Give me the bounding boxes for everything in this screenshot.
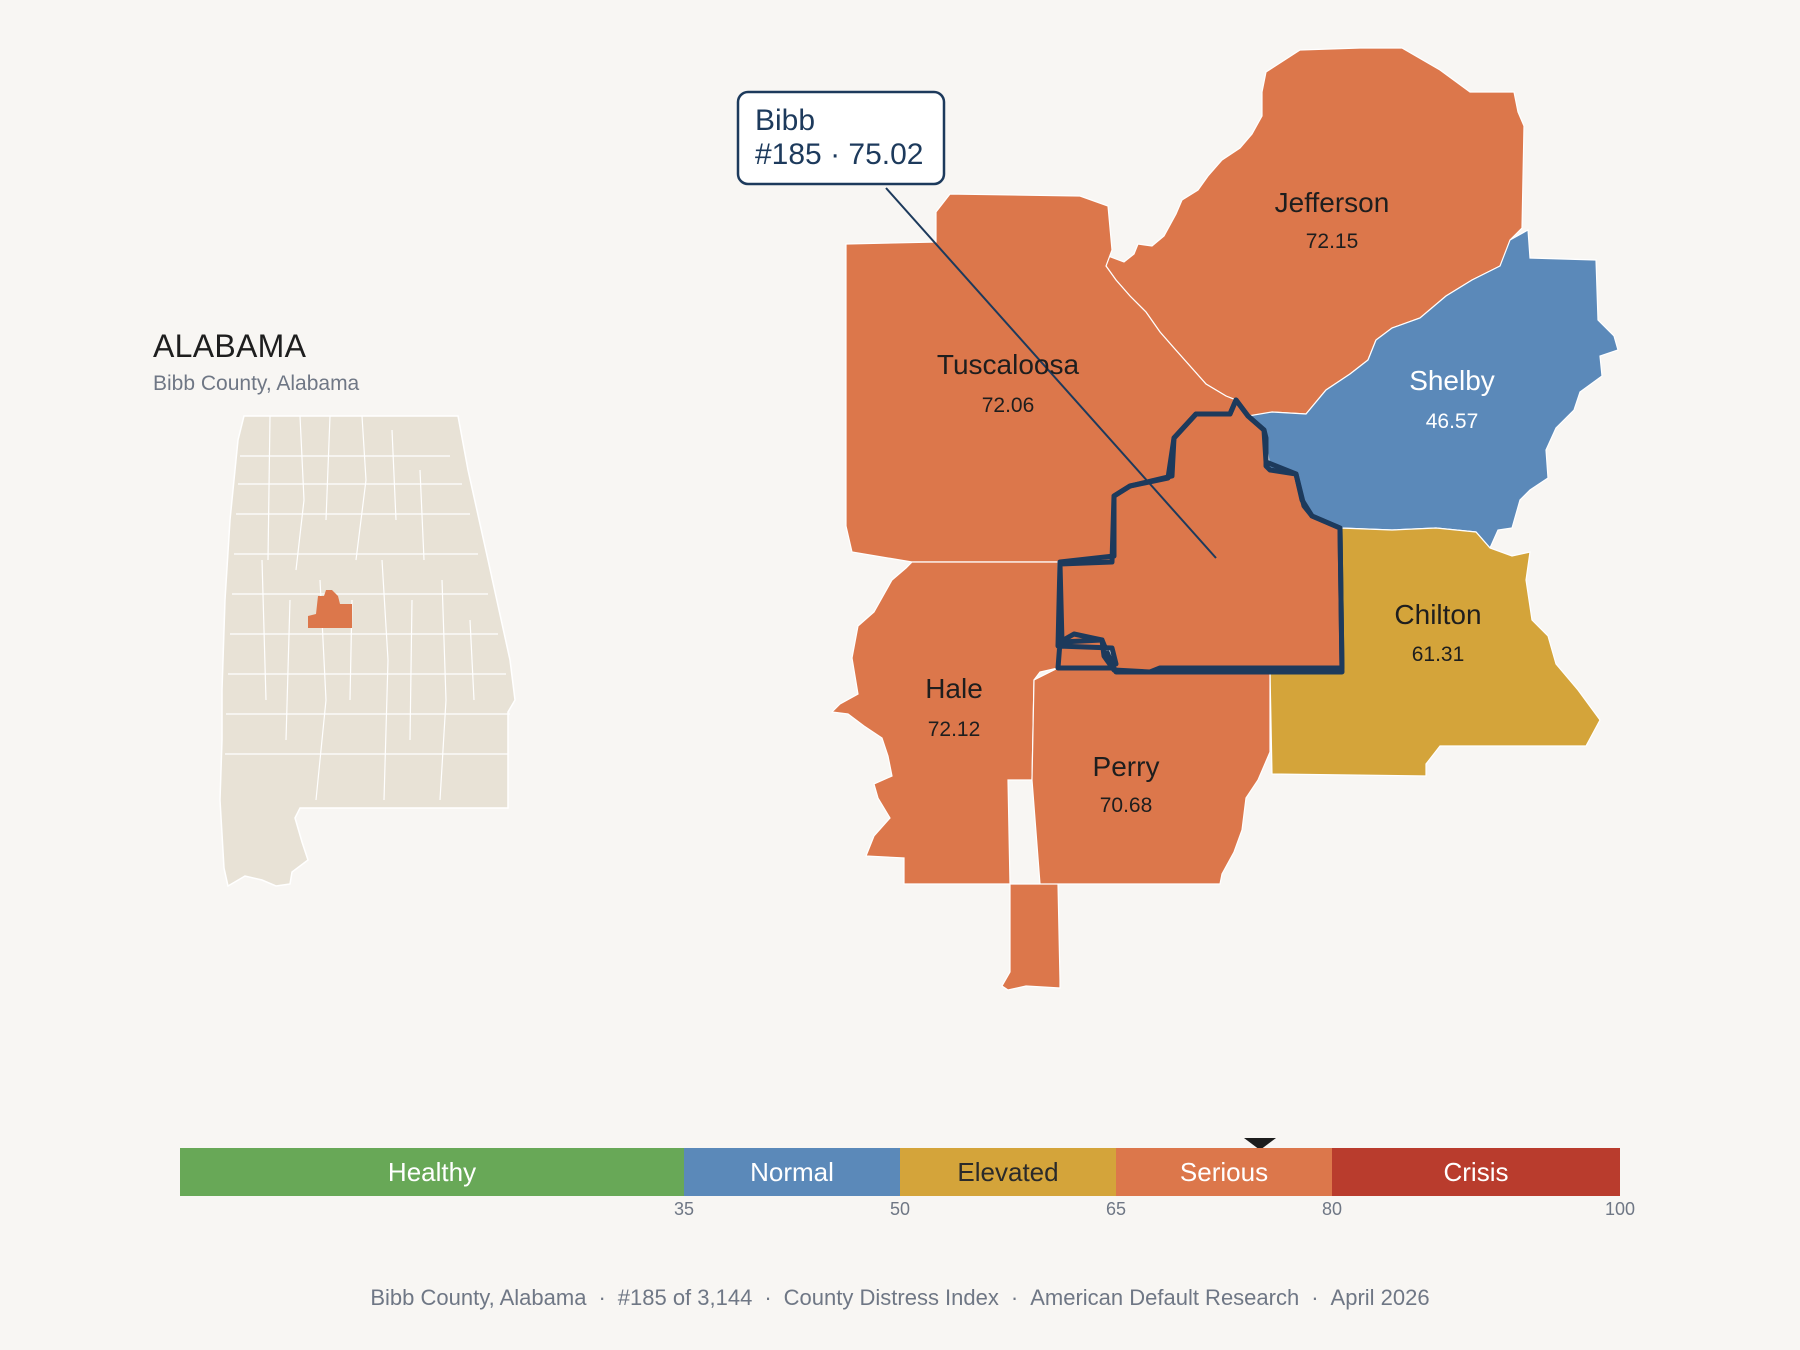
county-value-jefferson: 72.15 — [1306, 230, 1359, 253]
state-subtitle: Bibb County, Alabama — [153, 372, 360, 395]
footer: Bibb County, Alabama · #185 of 3,144 · Count… — [0, 1285, 1800, 1311]
callout-detail: #185 · 75.02 — [755, 138, 923, 171]
county-perry-shape[interactable] — [1001, 663, 1271, 991]
legend-tick: 80 — [1321, 1199, 1343, 1219]
county-value-chilton: 61.31 — [1412, 643, 1465, 666]
callout-name: Bibb — [755, 104, 815, 137]
legend-segment-crisis: Crisis — [1332, 1148, 1620, 1196]
county-value-shelby: 46.57 — [1426, 410, 1479, 433]
county-chilton-shape[interactable] — [1269, 527, 1601, 777]
county-label-perry: Perry — [1093, 751, 1160, 782]
legend-tick: 35 — [673, 1199, 695, 1219]
footer-separator: · — [764, 1285, 772, 1310]
county-label-chilton: Chilton — [1394, 599, 1481, 630]
county-value-tuscaloosa: 72.06 — [982, 394, 1035, 417]
legend-segment-healthy: Healthy — [180, 1148, 684, 1196]
legend-segment-serious: Serious — [1116, 1148, 1332, 1196]
legend-tick: 50 — [889, 1199, 911, 1219]
callout-leader-line — [885, 187, 1217, 559]
legend-segment-elevated: Elevated — [900, 1148, 1116, 1196]
footer-item: County Distress Index — [783, 1285, 999, 1310]
callout-box — [736, 90, 946, 186]
county-value-perry: 70.68 — [1100, 794, 1153, 817]
state-title: ALABAMA — [153, 328, 307, 364]
legend-marker — [1244, 1138, 1277, 1150]
county-value-hale: 72.12 — [928, 718, 981, 741]
bibb-outline — [1057, 397, 1345, 675]
footer-separator: · — [598, 1285, 606, 1310]
footer-item: American Default Research — [1030, 1285, 1300, 1310]
footer-separator: · — [1010, 1285, 1019, 1310]
footer-item: #185 of 3,144 — [617, 1285, 753, 1310]
legend-segment-normal: Normal — [684, 1148, 900, 1196]
legend-tick: 100 — [1604, 1199, 1636, 1219]
footer-item: Bibb County, Alabama — [370, 1285, 587, 1310]
legend-bar: Healthy Normal Elevated Serious Crisis — [180, 1148, 1620, 1196]
legend-tick: 65 — [1105, 1199, 1127, 1219]
footer-separator: · — [1311, 1285, 1319, 1310]
footer-item: April 2026 — [1330, 1285, 1430, 1310]
county-label-tuscaloosa: Tuscaloosa — [937, 349, 1080, 380]
county-label-hale: Hale — [925, 673, 983, 704]
county-label-shelby: Shelby — [1409, 365, 1495, 396]
county-label-jefferson: Jefferson — [1275, 187, 1390, 218]
